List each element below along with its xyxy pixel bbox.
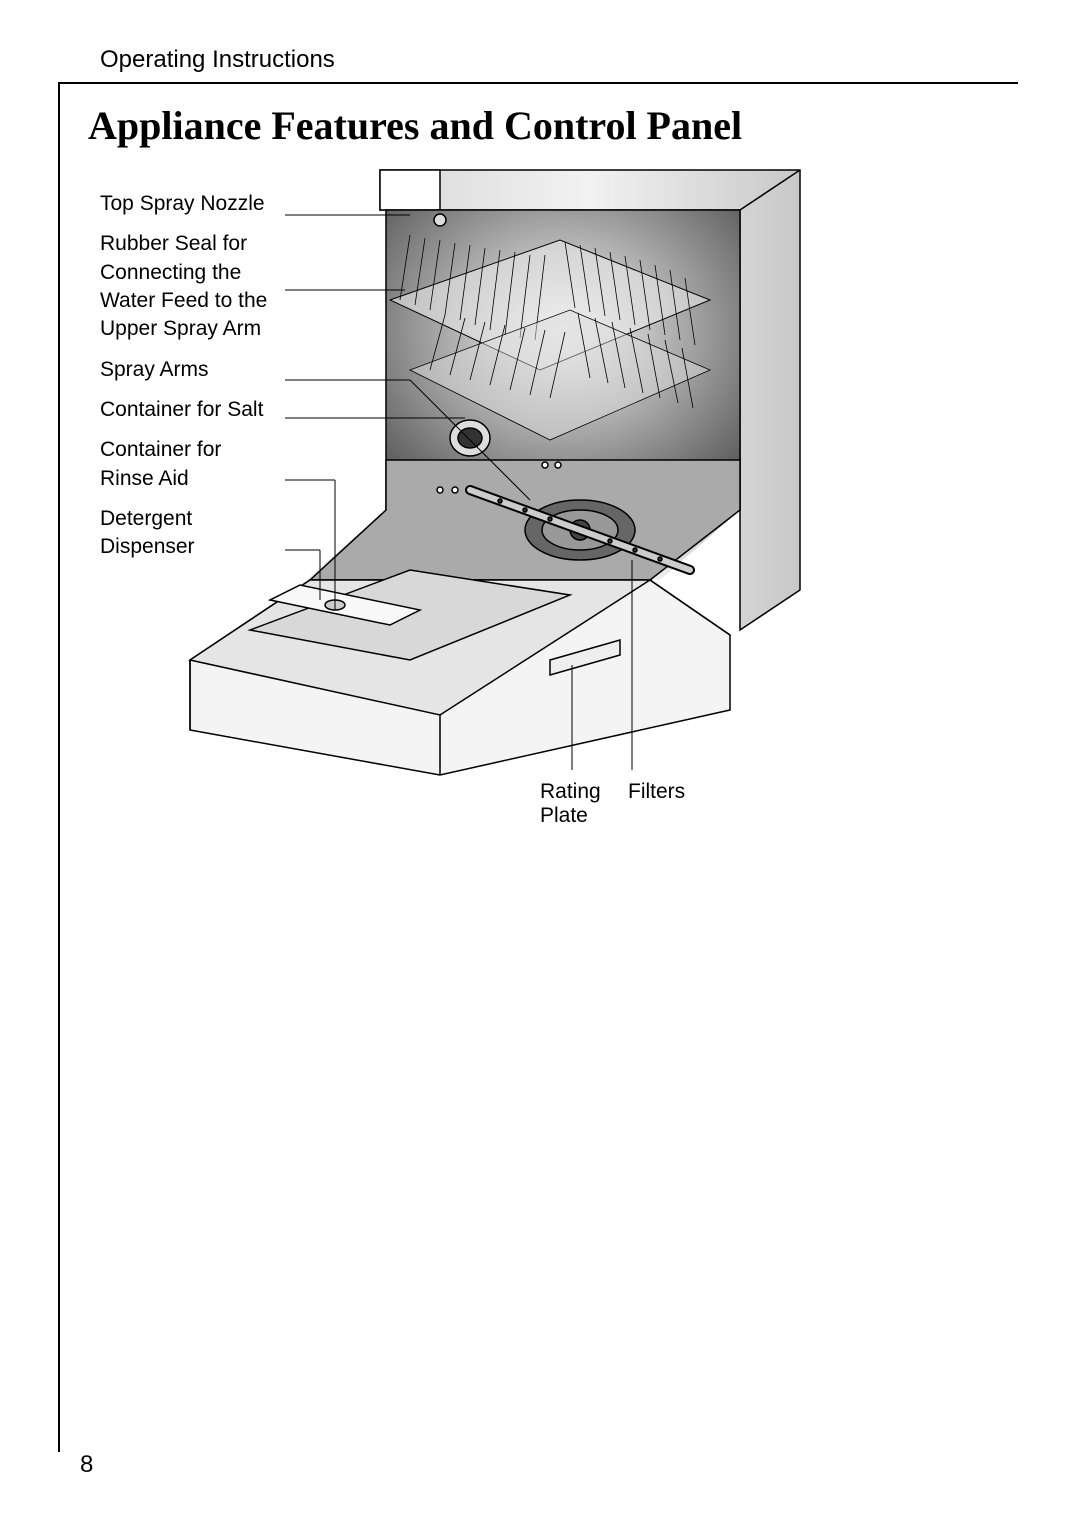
page-title: Appliance Features and Control Panel [88,102,742,149]
door [190,570,730,775]
dishwasher-diagram [150,160,850,800]
horizontal-rule [58,82,1018,84]
manual-page: Operating Instructions Appliance Feature… [0,0,1080,1529]
page-number: 8 [80,1451,93,1479]
vertical-rule [58,82,60,1452]
section-header: Operating Instructions [100,46,335,74]
